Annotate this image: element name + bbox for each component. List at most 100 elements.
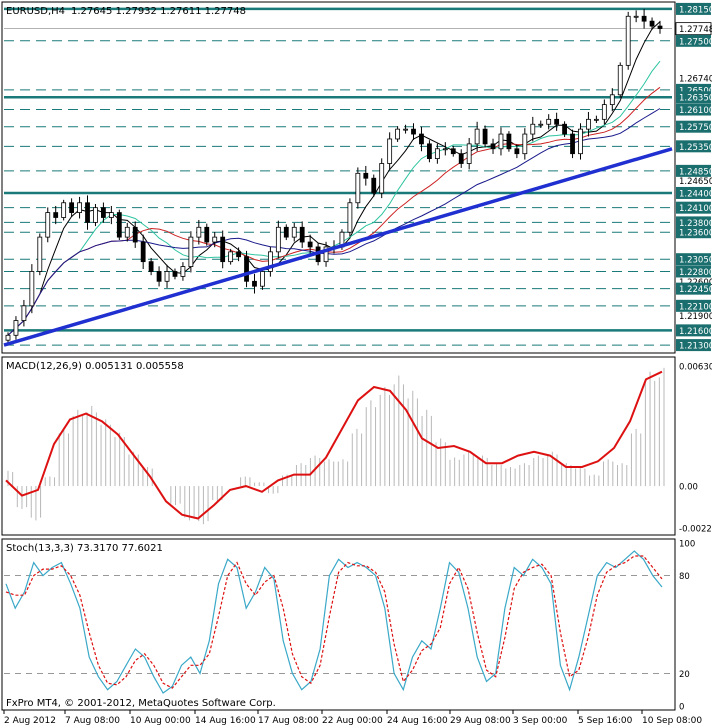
current-price-tag — [675, 22, 712, 36]
candle-body — [355, 172, 361, 204]
candle-body — [196, 226, 202, 238]
time-label: 29 Aug 08:00 — [450, 716, 511, 726]
stochastic-title: Stoch(13,3,3) 73.3170 77.6021 — [6, 543, 163, 554]
candle-body — [116, 212, 122, 238]
time-label: 2 Aug 2012 — [4, 716, 56, 726]
candle-body — [148, 261, 154, 272]
candle-body — [347, 202, 353, 233]
candle-body — [204, 226, 210, 243]
watermark: FxPro MT4, © 2001-2012, MetaQuotes Softw… — [6, 698, 276, 709]
price-tag — [676, 253, 711, 266]
price-label: 1.27500 — [679, 37, 712, 47]
candle-body — [578, 128, 583, 155]
price-axis: 1.281501.277481.275001.267401.265001.263… — [675, 2, 712, 352]
candle-body — [21, 305, 27, 321]
candle-body — [291, 226, 297, 238]
candle-body — [307, 241, 313, 248]
price-label: 1.28150 — [679, 5, 712, 15]
price-tag — [676, 2, 711, 15]
candle-body — [434, 148, 440, 159]
price-panel-frame — [1, 1, 676, 354]
macd-signal-path — [5, 370, 663, 520]
candle-body — [601, 104, 607, 120]
candle-body — [419, 133, 424, 145]
price-tag — [676, 164, 711, 177]
candle-body — [299, 226, 305, 243]
candle-body — [53, 212, 59, 218]
price-label: 1.24400 — [679, 189, 712, 199]
macd-tick-label: 0.00630 — [679, 363, 712, 373]
trendline[interactable] — [3, 147, 673, 347]
price-label: 1.23800 — [679, 219, 712, 229]
candle-body — [411, 128, 416, 135]
candle-body — [69, 202, 75, 213]
macd-tick-label: -0.0022 — [679, 525, 712, 535]
candle-body — [180, 266, 186, 277]
candle-body — [498, 133, 504, 150]
macd-axis: 0.00630 0.00 -0.0022 — [679, 363, 712, 535]
candle-body — [554, 118, 560, 125]
price-tag — [676, 324, 711, 337]
candle-body — [562, 123, 567, 135]
stoch-tick-label: 0 — [679, 703, 684, 713]
candle-body — [657, 25, 663, 29]
horizontal-levels — [4, 7, 672, 346]
price-tag — [676, 91, 711, 104]
candle-body — [546, 118, 552, 125]
macd-panel[interactable]: 0.00630 0.00 -0.0022 MACD(12,26,9) 0.00513… — [1, 356, 712, 536]
price-tag — [676, 339, 711, 352]
stochastic-levels — [4, 575, 672, 674]
price-label: 1.23600 — [679, 229, 712, 239]
macd-panel-frame — [1, 356, 676, 536]
price-label: 1.22450 — [679, 285, 712, 295]
price-label: 1.25350 — [679, 143, 712, 153]
stochastic-panel[interactable]: 100 80 20 0 Stoch(13,3,3) 73.3170 77.6021 F… — [1, 538, 695, 713]
stoch-tick-label: 100 — [679, 540, 695, 550]
candle-body — [458, 153, 464, 164]
time-label: 24 Aug 16:00 — [387, 716, 448, 726]
macd-signal-line — [5, 370, 663, 520]
candle-body — [61, 202, 67, 218]
stoch-tick-label: 20 — [679, 670, 690, 680]
price-label: 1.26740 — [679, 75, 712, 85]
candle-body — [522, 133, 528, 155]
time-label: 10 Aug 00:00 — [130, 716, 191, 726]
price-tag — [676, 186, 711, 199]
candle-body — [474, 128, 480, 145]
candle-body — [641, 15, 647, 22]
price-label: 1.25750 — [679, 123, 712, 133]
candle-body — [37, 236, 43, 272]
price-label: 1.21300 — [679, 342, 712, 352]
price-tag — [676, 140, 711, 153]
candle-body — [252, 280, 257, 287]
price-tag — [676, 201, 711, 214]
candle-body — [387, 138, 393, 164]
price-label: 1.22100 — [679, 302, 712, 312]
price-tag — [676, 265, 711, 278]
candle-body — [427, 143, 432, 159]
price-panel[interactable]: 1.281501.277481.275001.267401.265001.263… — [1, 1, 712, 354]
trendline-line[interactable] — [3, 147, 673, 347]
candle-body — [625, 15, 631, 66]
candle-body — [172, 271, 178, 277]
price-tag — [676, 120, 711, 133]
candle-body — [482, 128, 488, 145]
candle-body — [13, 320, 19, 336]
time-label: 22 Aug 00:00 — [322, 716, 383, 726]
stoch-main-line — [5, 550, 663, 694]
candle-body — [379, 163, 385, 194]
candle-body — [586, 118, 591, 130]
candle-body — [530, 123, 536, 135]
price-label: 1.24100 — [679, 204, 712, 214]
price-label: 1.26350 — [679, 94, 712, 104]
time-label: 10 Sep 08:00 — [642, 716, 702, 726]
candle-body — [267, 251, 273, 272]
candle-body — [124, 226, 130, 238]
candle-body — [85, 202, 90, 223]
candle-body — [244, 256, 249, 282]
price-tag — [676, 103, 711, 116]
candle-body — [490, 143, 496, 150]
candle-body — [108, 212, 114, 218]
candle-body — [140, 241, 146, 263]
candle-body — [609, 94, 615, 106]
